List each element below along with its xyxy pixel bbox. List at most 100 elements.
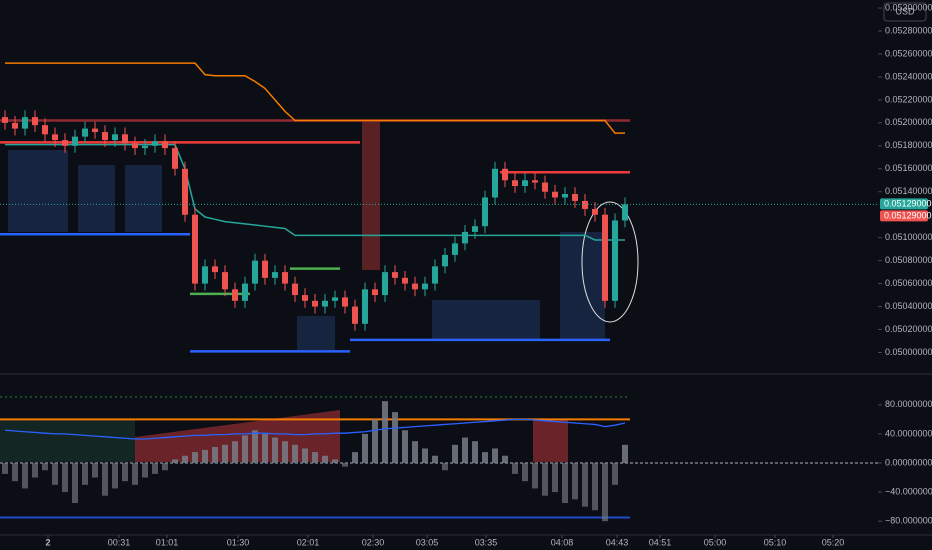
candle-body: [22, 117, 28, 129]
histogram-bar: [512, 463, 518, 474]
y-tick-label: 0.05140000: [885, 186, 932, 196]
x-tick-label: 02:01: [297, 537, 320, 547]
candle-body: [82, 128, 88, 137]
y-tick-label: 0.05000000: [885, 347, 932, 357]
candle-body: [532, 180, 538, 183]
y-tick-label: 0.05160000: [885, 163, 932, 173]
candle-body: [362, 289, 368, 324]
histogram-bar: [102, 463, 108, 496]
histogram-bar: [132, 463, 138, 485]
oscillator-line: [4, 418, 626, 440]
histogram-bar: [432, 455, 438, 463]
histogram-bar: [552, 463, 558, 493]
histogram-bar: [352, 452, 358, 463]
candle-body: [332, 297, 338, 301]
zone-box: [362, 120, 380, 270]
zone-box: [432, 300, 540, 340]
y-tick-label: 0.05220000: [885, 94, 932, 104]
candle-body: [142, 145, 148, 149]
histogram-bar: [312, 452, 318, 463]
histogram-bar: [422, 448, 428, 463]
histogram-bar: [302, 448, 308, 463]
candle-body: [52, 134, 58, 141]
histogram-bar: [82, 463, 88, 485]
candle-body: [422, 283, 428, 290]
histogram-bar: [2, 463, 8, 474]
histogram-bar: [562, 463, 568, 503]
y-tick-label: 0.05040000: [885, 301, 932, 311]
candle-body: [452, 243, 458, 255]
histogram-bar: [322, 455, 328, 463]
x-tick-label: 01:01: [156, 537, 179, 547]
histogram-bar: [152, 463, 158, 474]
y-tick-label: 0.00000000: [885, 457, 932, 467]
x-tick-label: 04:08: [551, 537, 574, 547]
candle-body: [572, 194, 578, 201]
indicator-line: [5, 143, 625, 241]
candle-body: [592, 208, 598, 215]
candle-body: [502, 168, 508, 181]
candle-body: [212, 266, 218, 273]
histogram-bar: [472, 441, 478, 463]
candle-body: [492, 168, 498, 198]
candle-body: [302, 295, 308, 301]
y-tick-label: 0.05280000: [885, 25, 932, 35]
candle-body: [432, 266, 438, 284]
candle-body: [442, 254, 448, 267]
x-tick-label: 03:35: [475, 537, 498, 547]
histogram-bar: [482, 452, 488, 463]
histogram-bar: [242, 435, 248, 463]
histogram-bar: [332, 459, 338, 463]
histogram-bar: [532, 463, 538, 489]
histogram-bar: [572, 463, 578, 500]
histogram-bar: [262, 433, 268, 463]
histogram-bar: [112, 463, 118, 489]
histogram-bar: [52, 463, 58, 485]
candle-body: [32, 117, 38, 126]
last-price-box: [880, 210, 928, 222]
histogram-bar: [22, 463, 28, 489]
candle-body: [162, 141, 168, 149]
zone-box: [78, 165, 115, 232]
histogram-bar: [12, 463, 18, 482]
histogram-bar: [42, 463, 48, 471]
histogram-bar: [362, 433, 368, 463]
histogram-bar: [142, 463, 148, 478]
candle-body: [612, 220, 618, 301]
candle-body: [312, 300, 318, 307]
candle-body: [262, 260, 268, 278]
y-tick-label: 80.00000000: [885, 399, 932, 409]
y-tick-label: 0.05180000: [885, 140, 932, 150]
candle-body: [42, 125, 48, 135]
histogram-bar: [412, 441, 418, 463]
candle-body: [512, 180, 518, 186]
histogram-bar: [402, 430, 408, 463]
candle-body: [232, 289, 238, 301]
candle-body: [12, 122, 18, 129]
histogram-bar: [542, 463, 548, 496]
candle-body: [552, 191, 558, 198]
histogram-bar: [462, 437, 468, 463]
candle-body: [322, 300, 328, 307]
x-tick-label: 02:30: [362, 537, 385, 547]
y-tick-label: 0.05060000: [885, 278, 932, 288]
candle-body: [252, 260, 258, 284]
last-price-box: [880, 198, 928, 210]
histogram-bar: [342, 463, 348, 467]
candle-body: [342, 297, 348, 307]
zone-box: [8, 150, 68, 232]
histogram-bar: [182, 455, 188, 463]
x-tick-label: 03:05: [416, 537, 439, 547]
indicator-line: [5, 62, 625, 134]
currency-box: [883, 2, 927, 22]
candle-body: [562, 194, 568, 198]
candle-body: [482, 197, 488, 227]
zone-box: [125, 165, 162, 232]
candle-body: [602, 214, 608, 301]
candle-body: [352, 306, 358, 324]
candle-body: [542, 182, 548, 192]
histogram-bar: [392, 412, 398, 463]
histogram-bar: [612, 463, 618, 485]
